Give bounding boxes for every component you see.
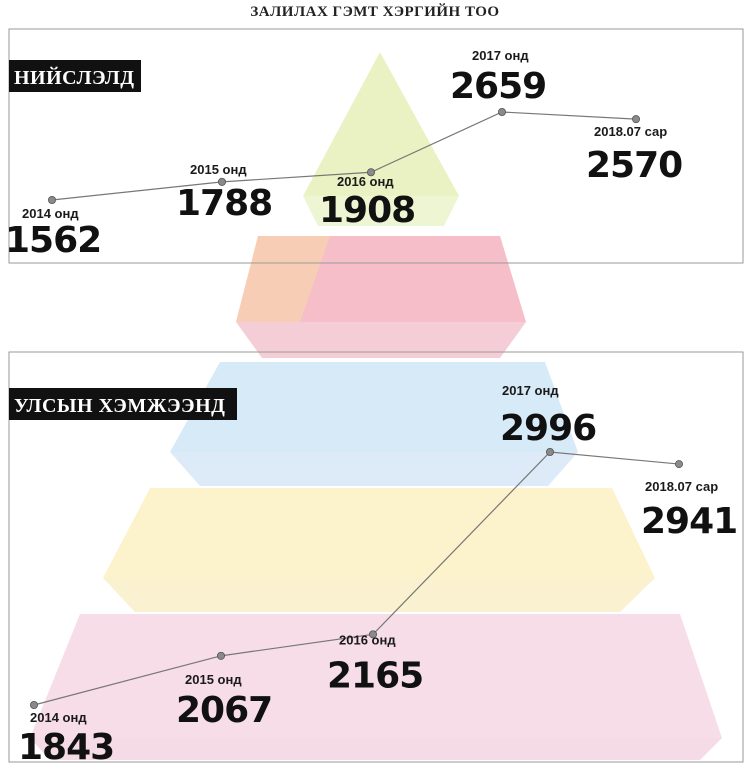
capital-data-point	[48, 195, 57, 204]
capital-period-label: 2017 онд	[472, 48, 529, 63]
national-data-point	[546, 447, 555, 456]
national-period-label: 2016 онд	[339, 632, 396, 647]
infographic-title: ЗАЛИЛАХ ГЭМТ ХЭРГИЙН ТОО	[250, 4, 500, 20]
pyramid-red-tier-shade	[236, 322, 526, 358]
capital-tag-bg	[9, 60, 141, 92]
pyramid-top-tier	[303, 52, 459, 196]
capital-data-point	[632, 115, 641, 124]
capital-panel-frame	[8, 28, 744, 264]
national-period-label: 2018.07 сар	[645, 479, 718, 494]
national-panel-frame	[8, 351, 744, 763]
capital-value-label: 2570	[586, 145, 682, 186]
national-data-point	[675, 460, 684, 469]
capital-value-label: 1908	[319, 190, 415, 231]
capital-period-label: 2018.07 сар	[594, 124, 667, 139]
capital-data-point	[217, 177, 226, 186]
capital-data-point	[366, 168, 375, 177]
national-value-label: 1843	[18, 727, 114, 768]
national-line-chart: 2014 онд 1843 2015 онд 2067 2016 онд 2165 2017…	[18, 383, 738, 768]
capital-period-label: 2016 онд	[337, 174, 394, 189]
national-tag-bg	[9, 388, 237, 420]
national-period-label: 2017 онд	[502, 383, 559, 398]
capital-value-label: 1562	[5, 220, 101, 261]
national-period-label: 2014 онд	[30, 710, 87, 725]
pyramid-red-tier-glow	[236, 236, 330, 322]
pyramid-pink-tier	[30, 614, 722, 738]
pyramid-pink-tier-shade	[30, 738, 722, 760]
pyramid-blue-tier	[170, 362, 578, 452]
capital-tag-label: НИЙСЛЭЛД	[14, 66, 134, 89]
national-tag-label: УЛСЫН ХЭМЖЭЭНД	[14, 395, 225, 417]
capital-period-label: 2014 онд	[22, 206, 79, 221]
capital-period-label: 2015 онд	[190, 162, 247, 177]
capital-value-label: 2659	[450, 66, 546, 107]
national-data-point	[29, 701, 38, 710]
capital-data-point	[497, 108, 506, 117]
national-data-point	[216, 651, 225, 660]
pyramid-graphic	[30, 52, 722, 760]
pyramid-yellow-tier-shade	[103, 578, 655, 612]
national-data-point	[368, 630, 377, 639]
national-value-label: 2067	[176, 690, 272, 731]
pyramid-yellow-tier	[103, 488, 655, 578]
national-value-label: 2165	[327, 655, 423, 696]
national-value-label: 2941	[641, 501, 737, 542]
pyramid-top-tier-shade	[303, 196, 459, 226]
capital-value-label: 1788	[176, 183, 272, 224]
pyramid-blue-tier-shade	[170, 452, 578, 486]
national-period-label: 2015 онд	[185, 672, 242, 687]
national-value-label: 2996	[500, 408, 596, 449]
